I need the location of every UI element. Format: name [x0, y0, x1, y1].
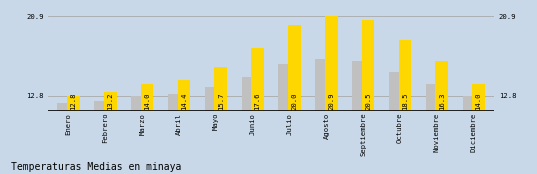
Text: 18.5: 18.5: [402, 92, 408, 110]
Text: 12.8: 12.8: [70, 92, 76, 110]
Text: 15.7: 15.7: [217, 92, 224, 110]
Bar: [214, 67, 227, 111]
Bar: [436, 61, 448, 111]
Text: 14.0: 14.0: [476, 92, 482, 110]
Bar: [398, 40, 411, 111]
Bar: [57, 103, 70, 111]
Bar: [279, 64, 291, 111]
Bar: [288, 25, 301, 111]
Bar: [205, 87, 217, 111]
Bar: [362, 20, 374, 111]
Bar: [426, 84, 439, 111]
Bar: [168, 94, 180, 111]
Bar: [95, 101, 107, 111]
Bar: [242, 77, 255, 111]
Bar: [352, 61, 365, 111]
Bar: [315, 59, 328, 111]
Text: Temperaturas Medias en minaya: Temperaturas Medias en minaya: [11, 162, 181, 172]
Bar: [325, 16, 338, 111]
Bar: [104, 92, 117, 111]
Text: 20.0: 20.0: [292, 92, 297, 110]
Bar: [463, 96, 475, 111]
Bar: [389, 72, 402, 111]
Bar: [67, 96, 79, 111]
Text: 14.4: 14.4: [181, 92, 187, 110]
Text: 14.0: 14.0: [144, 92, 150, 110]
Bar: [131, 96, 144, 111]
Text: 20.9: 20.9: [328, 92, 334, 110]
Bar: [251, 49, 264, 111]
Text: 20.5: 20.5: [365, 92, 371, 110]
Bar: [472, 84, 485, 111]
Text: 17.6: 17.6: [255, 92, 260, 110]
Text: 16.3: 16.3: [439, 92, 445, 110]
Bar: [178, 80, 190, 111]
Text: 13.2: 13.2: [107, 92, 113, 110]
Bar: [141, 84, 154, 111]
